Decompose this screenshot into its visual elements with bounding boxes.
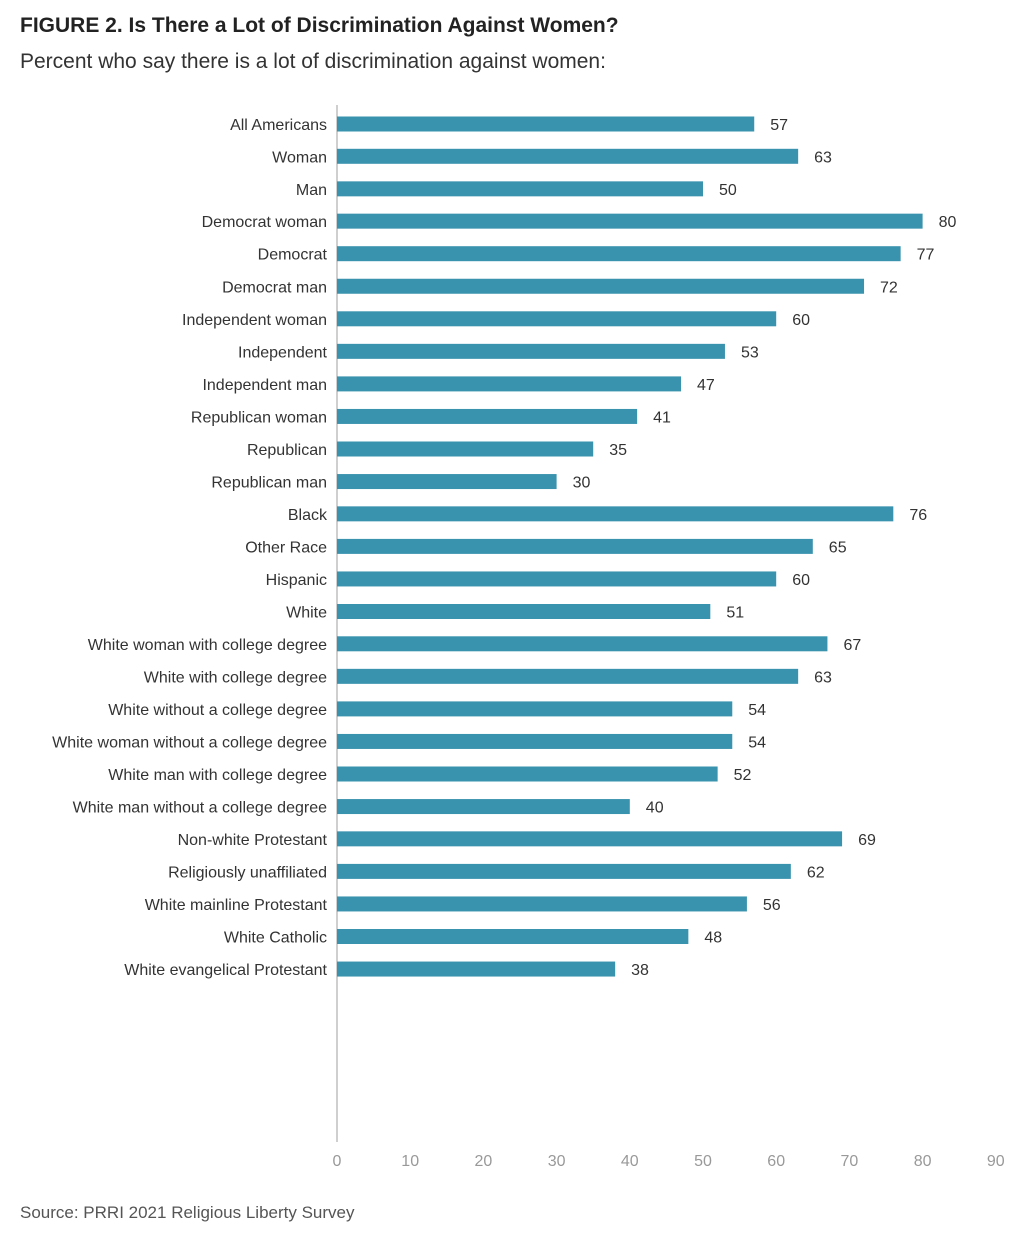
x-tick-label: 70 bbox=[841, 1153, 859, 1170]
category-label: Independent woman bbox=[182, 312, 327, 329]
chart-title: FIGURE 2. Is There a Lot of Discriminati… bbox=[20, 14, 619, 37]
category-label: Republican woman bbox=[191, 409, 327, 426]
x-tick-label: 50 bbox=[694, 1153, 712, 1170]
bar bbox=[337, 766, 718, 782]
bar bbox=[337, 604, 711, 619]
x-tick-label: 90 bbox=[987, 1153, 1005, 1170]
bar bbox=[337, 376, 682, 392]
data-label: 51 bbox=[726, 605, 744, 622]
bar bbox=[337, 799, 630, 815]
bar bbox=[337, 571, 777, 587]
category-label: Democrat man bbox=[222, 279, 327, 296]
data-label: 48 bbox=[704, 930, 722, 947]
category-label: White without a college degree bbox=[108, 702, 327, 719]
bar bbox=[337, 311, 777, 327]
x-tick-label: 80 bbox=[914, 1153, 932, 1170]
category-label: Republican man bbox=[211, 475, 327, 492]
x-tick-label: 60 bbox=[767, 1153, 785, 1170]
bar bbox=[337, 538, 813, 554]
category-label: White woman without a college degree bbox=[52, 734, 327, 751]
data-label: 56 bbox=[763, 897, 781, 914]
bar bbox=[337, 896, 747, 912]
bar bbox=[337, 441, 594, 457]
bar bbox=[337, 701, 733, 717]
source-note: Source: PRRI 2021 Religious Liberty Surv… bbox=[20, 1203, 355, 1222]
category-label: All Americans bbox=[230, 117, 327, 134]
data-label: 47 bbox=[697, 377, 715, 394]
data-label: 72 bbox=[880, 279, 898, 296]
category-label: White man without a college degree bbox=[73, 800, 327, 817]
x-tick-label: 30 bbox=[548, 1153, 566, 1170]
data-label: 54 bbox=[748, 734, 766, 751]
category-label: Black bbox=[288, 507, 328, 524]
data-label: 60 bbox=[792, 572, 810, 589]
data-label: 38 bbox=[631, 962, 649, 979]
x-tick-label: 10 bbox=[401, 1153, 419, 1170]
data-label: 54 bbox=[748, 702, 766, 719]
category-label: White bbox=[286, 605, 327, 622]
bar bbox=[337, 408, 638, 424]
bar bbox=[337, 474, 557, 490]
category-label: White with college degree bbox=[144, 669, 327, 686]
x-tick-label: 40 bbox=[621, 1153, 639, 1170]
bar bbox=[337, 961, 616, 977]
bar bbox=[337, 831, 843, 847]
x-tick-label: 0 bbox=[333, 1153, 342, 1170]
category-label: Other Race bbox=[245, 539, 327, 556]
bar bbox=[337, 213, 923, 229]
data-label: 76 bbox=[909, 507, 927, 524]
data-label: 57 bbox=[770, 117, 788, 134]
category-label: Republican bbox=[247, 442, 327, 459]
data-label: 65 bbox=[829, 539, 847, 556]
category-label: Democrat woman bbox=[202, 214, 327, 231]
data-label: 41 bbox=[653, 409, 671, 426]
data-label: 52 bbox=[734, 767, 752, 784]
data-label: 30 bbox=[573, 475, 591, 492]
bar bbox=[337, 733, 733, 749]
x-tick-label: 20 bbox=[475, 1153, 493, 1170]
category-label: Hispanic bbox=[266, 572, 327, 589]
data-label: 69 bbox=[858, 832, 876, 849]
bar bbox=[337, 668, 799, 684]
bar bbox=[337, 929, 689, 944]
category-label: Independent bbox=[238, 344, 328, 361]
data-label: 40 bbox=[646, 800, 664, 817]
data-label: 60 bbox=[792, 312, 810, 329]
category-label: Non-white Protestant bbox=[178, 832, 328, 849]
chart-subtitle: Percent who say there is a lot of discri… bbox=[20, 50, 606, 73]
bar bbox=[337, 636, 828, 652]
data-label: 35 bbox=[609, 442, 627, 459]
data-label: 80 bbox=[939, 214, 957, 231]
bar bbox=[337, 181, 703, 197]
category-label: White Catholic bbox=[224, 930, 327, 947]
bar bbox=[337, 246, 901, 262]
category-label: White evangelical Protestant bbox=[124, 962, 327, 979]
category-label: Democrat bbox=[258, 247, 328, 264]
data-label: 77 bbox=[917, 247, 935, 264]
category-label: White woman with college degree bbox=[88, 637, 327, 654]
category-label: Man bbox=[296, 182, 327, 199]
bar bbox=[337, 343, 725, 359]
category-label: Religiously unaffiliated bbox=[168, 864, 327, 881]
data-label: 63 bbox=[814, 669, 832, 686]
category-label: Woman bbox=[272, 149, 327, 166]
bar bbox=[337, 278, 865, 294]
bar bbox=[337, 116, 755, 132]
data-label: 53 bbox=[741, 344, 759, 361]
bar bbox=[337, 148, 799, 164]
data-label: 50 bbox=[719, 182, 737, 199]
bar bbox=[337, 863, 791, 879]
category-label: Independent man bbox=[202, 377, 327, 394]
data-label: 63 bbox=[814, 149, 832, 166]
data-label: 62 bbox=[807, 864, 825, 881]
category-label: White mainline Protestant bbox=[145, 897, 328, 914]
data-label: 67 bbox=[843, 637, 861, 654]
category-label: White man with college degree bbox=[108, 767, 327, 784]
bar bbox=[337, 506, 894, 522]
